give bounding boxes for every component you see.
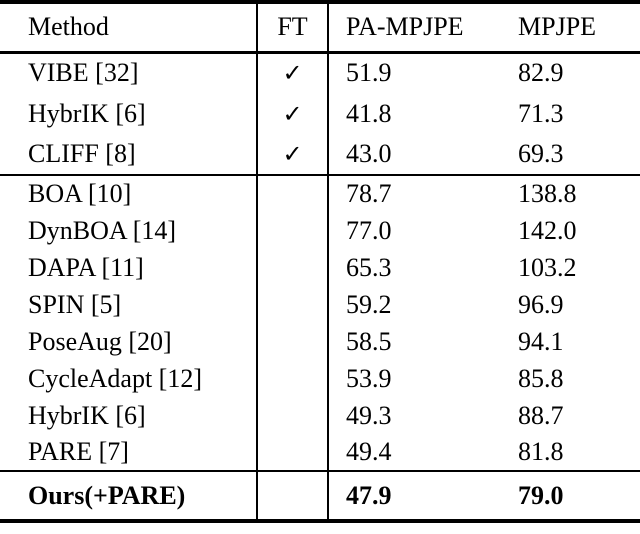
ft-cell: ✓ xyxy=(256,52,329,93)
pa-mpjpe-cell: 78.7 xyxy=(346,179,392,208)
pa-mpjpe-cell: 51.9 xyxy=(346,58,392,88)
table-row: BOA [10] 78.7 138.8 xyxy=(0,175,640,212)
table-row: DynBOA [14] 77.0 142.0 xyxy=(0,212,640,249)
pa-mpjpe-cell: 43.0 xyxy=(346,139,392,168)
table-row: SPIN [5] 59.2 96.9 xyxy=(0,286,640,323)
mpjpe-cell: 85.8 xyxy=(518,363,564,393)
pa-mpjpe-cell: 65.3 xyxy=(346,252,392,282)
results-table: Method FT PA-MPJPE MPJPE VIBE [32] ✓ 51.… xyxy=(0,0,640,523)
ft-cell xyxy=(256,212,329,249)
ft-cell: ✓ xyxy=(256,134,329,175)
pa-mpjpe-cell: 47.9 xyxy=(346,480,392,510)
method-cell: CLIFF [8] xyxy=(28,139,136,168)
table-row: PARE [7] 49.4 81.8 xyxy=(0,434,640,471)
pa-mpjpe-cell: 58.5 xyxy=(346,326,392,356)
ft-cell xyxy=(256,323,329,360)
ft-cell xyxy=(256,471,329,521)
table-header: Method FT PA-MPJPE MPJPE xyxy=(0,2,640,52)
table-row: VIBE [32] ✓ 51.9 82.9 xyxy=(0,52,640,93)
mpjpe-cell: 138.8 xyxy=(518,179,577,208)
ft-cell xyxy=(256,286,329,323)
method-cell: CycleAdapt [12] xyxy=(28,363,203,393)
table-row-ours: Ours(+PARE) 47.9 79.0 xyxy=(0,471,640,521)
method-cell: HybrIK [6] xyxy=(28,400,146,430)
mpjpe-cell: 88.7 xyxy=(518,400,564,430)
pa-mpjpe-cell: 77.0 xyxy=(346,215,392,245)
ft-cell xyxy=(256,434,329,471)
method-cell: HybrIK [6] xyxy=(28,98,146,128)
group-ours: Ours(+PARE) 47.9 79.0 xyxy=(0,471,640,521)
check-icon: ✓ xyxy=(282,142,303,168)
ft-cell xyxy=(256,397,329,434)
pa-mpjpe-cell: 49.4 xyxy=(346,437,392,466)
pa-mpjpe-cell: 59.2 xyxy=(346,289,392,319)
mpjpe-cell: 94.1 xyxy=(518,326,564,356)
table-row: CycleAdapt [12] 53.9 85.8 xyxy=(0,360,640,397)
mpjpe-cell: 82.9 xyxy=(518,58,564,88)
mpjpe-cell: 71.3 xyxy=(518,98,564,128)
method-cell: PARE [7] xyxy=(28,437,129,466)
col-header-pa-mpjpe: PA-MPJPE xyxy=(346,12,464,42)
table-row: HybrIK [6] 49.3 88.7 xyxy=(0,397,640,434)
header-row: Method FT PA-MPJPE MPJPE xyxy=(0,2,640,52)
mpjpe-cell: 96.9 xyxy=(518,289,564,319)
mpjpe-cell: 142.0 xyxy=(518,215,577,245)
method-cell: DynBOA [14] xyxy=(28,215,177,245)
pa-mpjpe-cell: 53.9 xyxy=(346,363,392,393)
col-header-method: Method xyxy=(28,12,109,42)
check-icon: ✓ xyxy=(282,61,303,88)
method-cell: Ours(+PARE) xyxy=(28,480,186,510)
method-cell: VIBE [32] xyxy=(28,58,139,88)
method-cell: BOA [10] xyxy=(28,179,132,208)
mpjpe-cell: 81.8 xyxy=(518,437,564,466)
mpjpe-cell: 103.2 xyxy=(518,252,577,282)
method-cell: PoseAug [20] xyxy=(28,326,172,356)
group-adaptation-methods: BOA [10] 78.7 138.8 DynBOA [14] 77.0 142… xyxy=(0,175,640,471)
ft-cell: ✓ xyxy=(256,93,329,134)
check-icon: ✓ xyxy=(282,101,303,128)
method-cell: SPIN [5] xyxy=(28,289,122,319)
mpjpe-cell: 69.3 xyxy=(518,139,564,168)
pa-mpjpe-cell: 49.3 xyxy=(346,400,392,430)
table-row: PoseAug [20] 58.5 94.1 xyxy=(0,323,640,360)
mpjpe-cell: 79.0 xyxy=(518,480,564,510)
col-header-mpjpe: MPJPE xyxy=(518,12,597,42)
ft-cell xyxy=(256,249,329,286)
pa-mpjpe-cell: 41.8 xyxy=(346,98,392,128)
col-header-ft: FT xyxy=(256,2,329,52)
table-row: HybrIK [6] ✓ 41.8 71.3 xyxy=(0,93,640,134)
method-cell: DAPA [11] xyxy=(28,252,144,282)
ft-cell xyxy=(256,360,329,397)
ft-cell xyxy=(256,175,329,212)
table-row: DAPA [11] 65.3 103.2 xyxy=(0,249,640,286)
group-finetuned-methods: VIBE [32] ✓ 51.9 82.9 HybrIK [6] ✓ 41.8 … xyxy=(0,52,640,175)
table-row: CLIFF [8] ✓ 43.0 69.3 xyxy=(0,134,640,175)
